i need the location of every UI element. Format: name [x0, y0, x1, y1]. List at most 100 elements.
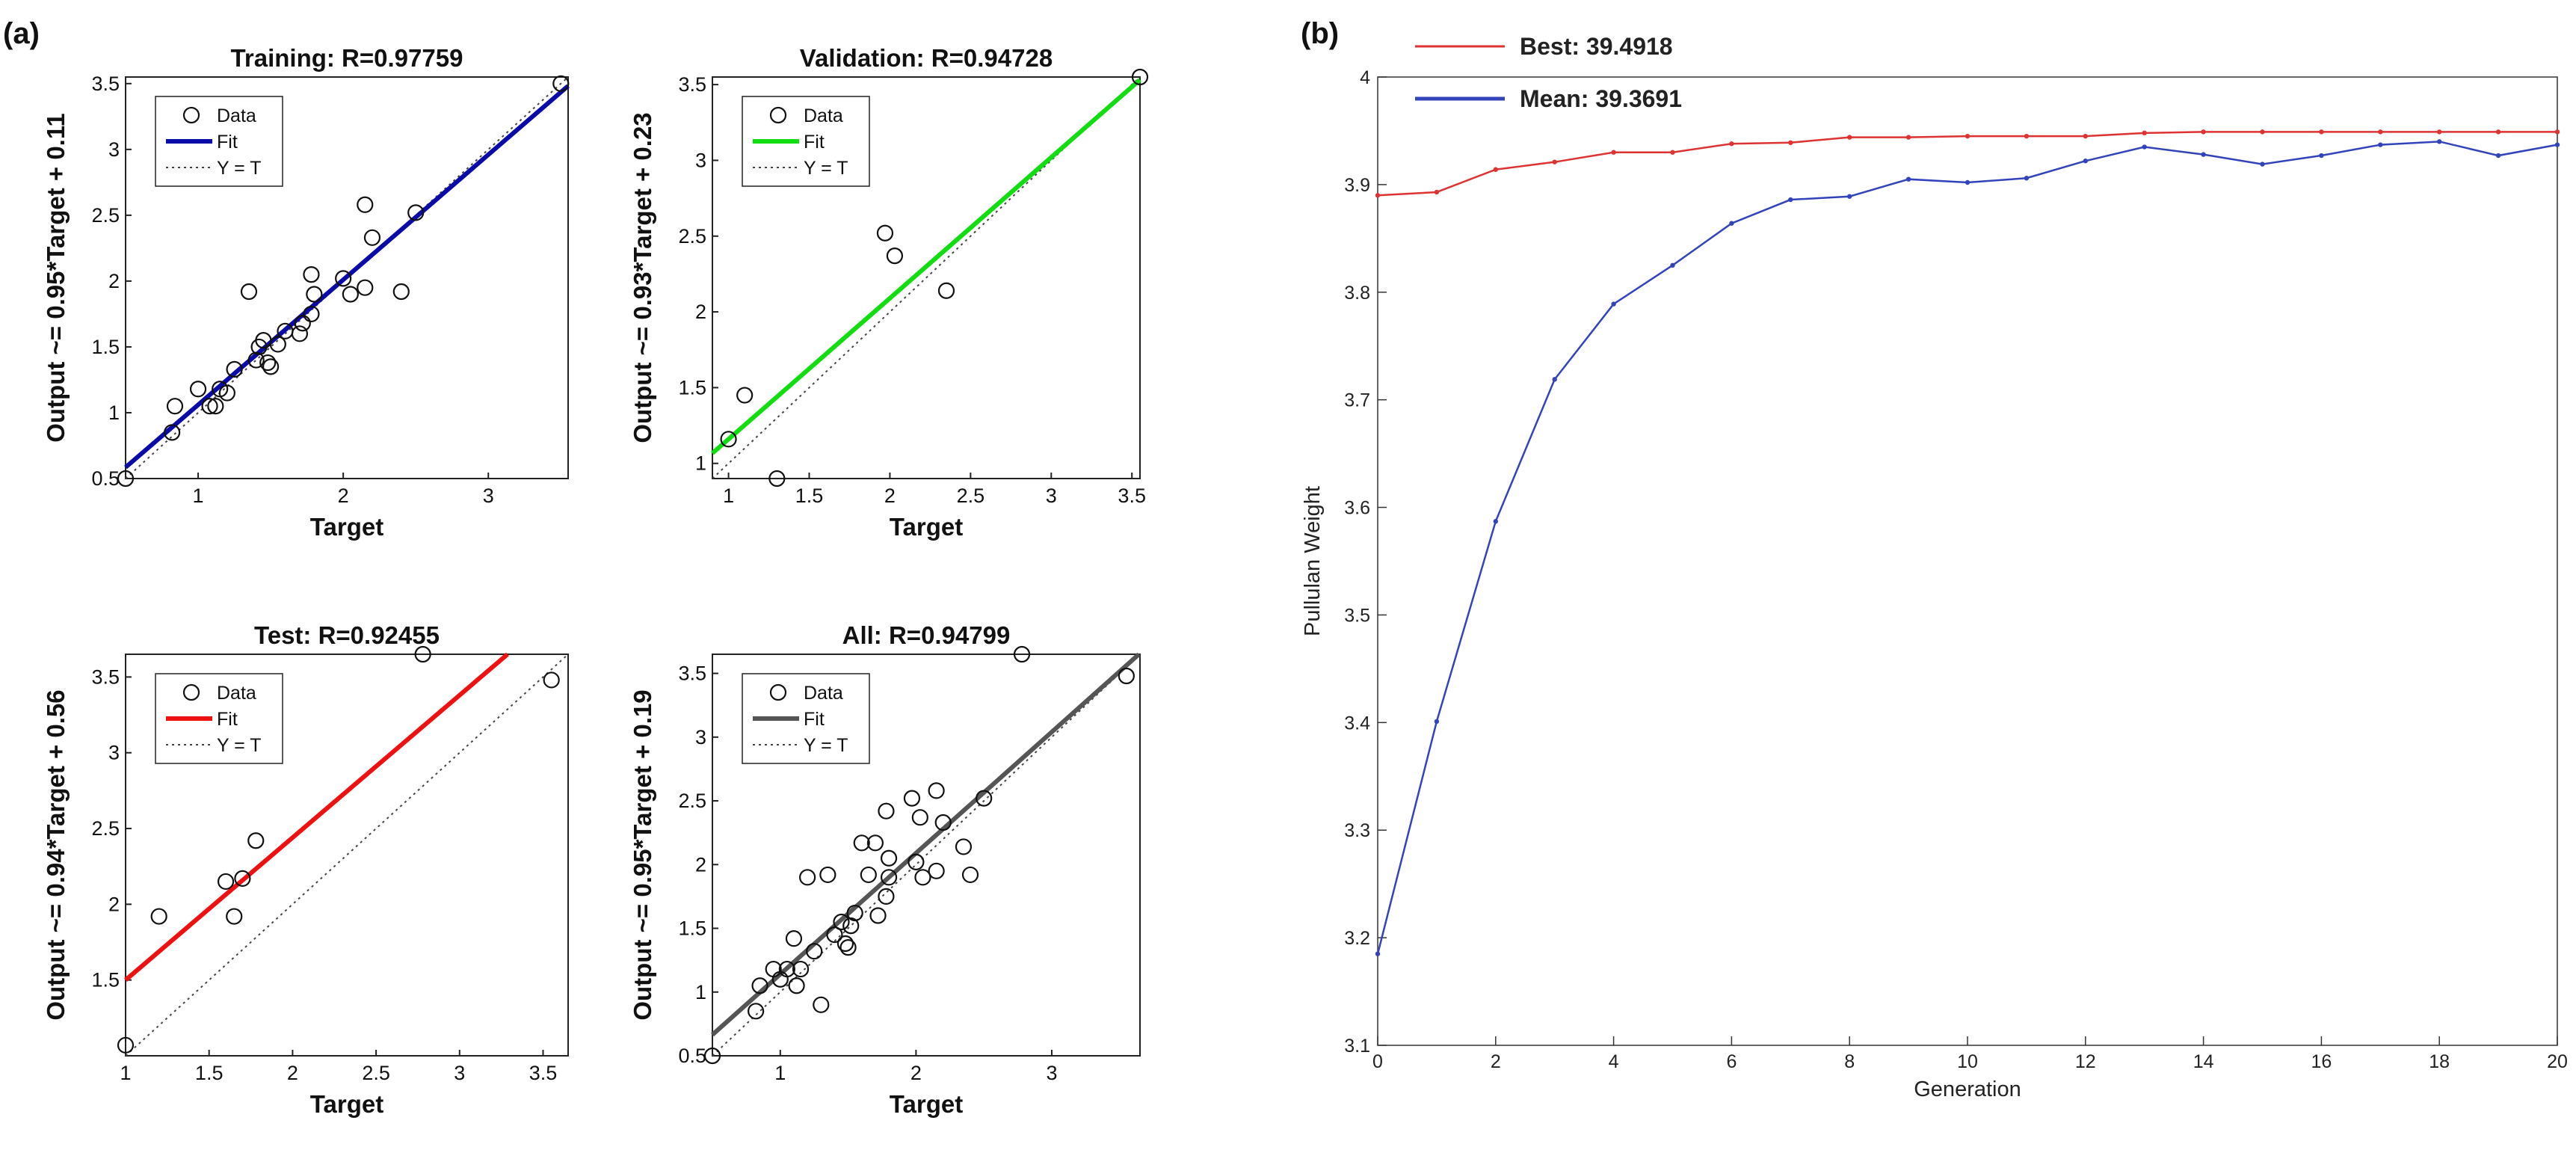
validation-regression-plot: 1 1.5 2 2.5 3 3.5 1 1.5 2 2.5 3 3.5 Validation: R=0.…	[629, 44, 1149, 541]
data-point	[748, 1003, 765, 1020]
x-tick-label: 16	[2311, 1051, 2332, 1072]
plot-title: Validation: R=0.94728	[800, 44, 1053, 72]
data-point	[303, 265, 320, 283]
all-regression-plot: 1 2 3 0.5 1 1.5 2 2.5 3 3.5 All: R=0.94799 Target Ou…	[629, 621, 1141, 1118]
data-point	[846, 904, 863, 922]
data-point	[976, 790, 993, 807]
data-point	[788, 977, 805, 994]
y-tick-label: 3.1	[1344, 1036, 1370, 1057]
series-point-best	[2142, 130, 2147, 136]
data-point	[914, 869, 931, 886]
x-tick-label: 18	[2429, 1051, 2450, 1072]
y-tick-label: 4	[1360, 67, 1370, 88]
legend-fit-label: Fit	[217, 709, 238, 730]
legend-data-label: Data	[217, 683, 256, 704]
x-tick-label: 2	[287, 1062, 298, 1084]
y-tick-label: 2	[695, 853, 706, 876]
y-tick-label: 3.5	[91, 73, 120, 95]
y-tick-label: 2.5	[91, 817, 120, 840]
x-axis-label: Target	[310, 513, 383, 541]
x-tick-label: 8	[1844, 1051, 1855, 1072]
data-point	[903, 790, 921, 807]
data-point	[363, 229, 381, 246]
data-point	[259, 354, 277, 372]
data-point	[720, 431, 737, 448]
series-point-best	[2083, 133, 2088, 139]
y-tick-label: 3	[695, 726, 706, 748]
y-tick-label: 3	[695, 149, 706, 171]
plot-title: All: R=0.94799	[842, 621, 1011, 649]
data-point	[414, 645, 431, 663]
y-tick-label: 3.5	[678, 662, 706, 685]
data-point	[226, 908, 243, 925]
data-point	[768, 470, 786, 488]
data-point	[876, 224, 894, 242]
plot-area	[1377, 76, 2558, 1046]
plot-title: Training: R=0.97759	[231, 44, 463, 72]
series-point-best	[1847, 135, 1852, 140]
data-point	[878, 802, 895, 820]
legend-fit-label: Fit	[217, 132, 238, 153]
data-point	[189, 381, 207, 398]
series-point-best	[2495, 129, 2501, 135]
series-point-best	[2260, 129, 2265, 135]
data-point	[736, 387, 754, 404]
data-point	[392, 283, 410, 301]
identity-line	[712, 76, 1141, 479]
data-point	[262, 358, 280, 375]
data-point	[407, 204, 425, 221]
x-axis-label: Target	[890, 513, 963, 541]
data-point	[866, 834, 884, 852]
series-point-best	[1905, 135, 1911, 140]
legend-data-marker	[182, 106, 200, 124]
x-tick-label: 3	[1046, 485, 1057, 507]
data-point	[908, 853, 925, 870]
fit-line	[124, 652, 509, 982]
data-point	[291, 325, 309, 342]
x-tick-label: 2	[884, 485, 896, 507]
series-point-mean	[2260, 162, 2265, 167]
y-tick-label: 1.5	[91, 336, 120, 358]
y-tick-label: 3.5	[678, 73, 706, 96]
legend-data-marker	[182, 683, 200, 701]
y-tick-label: 3.5	[91, 665, 120, 688]
series-point-mean	[1552, 377, 1557, 382]
data-point	[826, 926, 843, 944]
series-point-mean	[2378, 142, 2383, 147]
y-tick-label: 3	[108, 742, 120, 764]
data-point	[839, 938, 857, 956]
y-tick-label: 3.6	[1344, 498, 1370, 519]
x-tick-label: 1	[120, 1062, 131, 1084]
data-point	[543, 671, 560, 689]
legend-fit-label: Fit	[804, 709, 825, 730]
data-point	[833, 913, 850, 931]
x-tick-label: 14	[2193, 1051, 2214, 1072]
data-point	[878, 888, 895, 905]
legend-data-marker	[769, 106, 787, 124]
x-tick-label: 1	[723, 485, 734, 507]
data-point	[860, 866, 877, 884]
data-point	[234, 870, 251, 888]
y-tick-label: 0.5	[678, 1045, 706, 1067]
series-point-mean	[1729, 221, 1734, 226]
x-tick-label: 6	[1726, 1051, 1737, 1072]
data-point	[247, 351, 265, 369]
legend-best-label: Best: 39.4918	[1520, 33, 1673, 60]
y-tick-label: 1.5	[678, 917, 706, 940]
x-tick-label: 3	[454, 1062, 465, 1084]
identity-line	[712, 654, 1141, 1057]
y-tick-label: 2.5	[91, 204, 120, 227]
legend-ident-label: Y = T	[804, 158, 848, 179]
x-axis-label: Target	[310, 1090, 383, 1118]
y-tick-label: 3.5	[1344, 605, 1370, 626]
series-point-best	[1611, 150, 1616, 155]
series-point-mean	[1905, 176, 1911, 182]
data-point	[886, 247, 904, 265]
y-tick-label: 1.5	[91, 969, 120, 991]
y-tick-label: 3.2	[1344, 928, 1370, 949]
series-point-best	[1670, 150, 1675, 155]
fit-line	[124, 84, 570, 470]
data-point	[806, 943, 823, 960]
x-tick-label: 1.5	[195, 1062, 224, 1084]
